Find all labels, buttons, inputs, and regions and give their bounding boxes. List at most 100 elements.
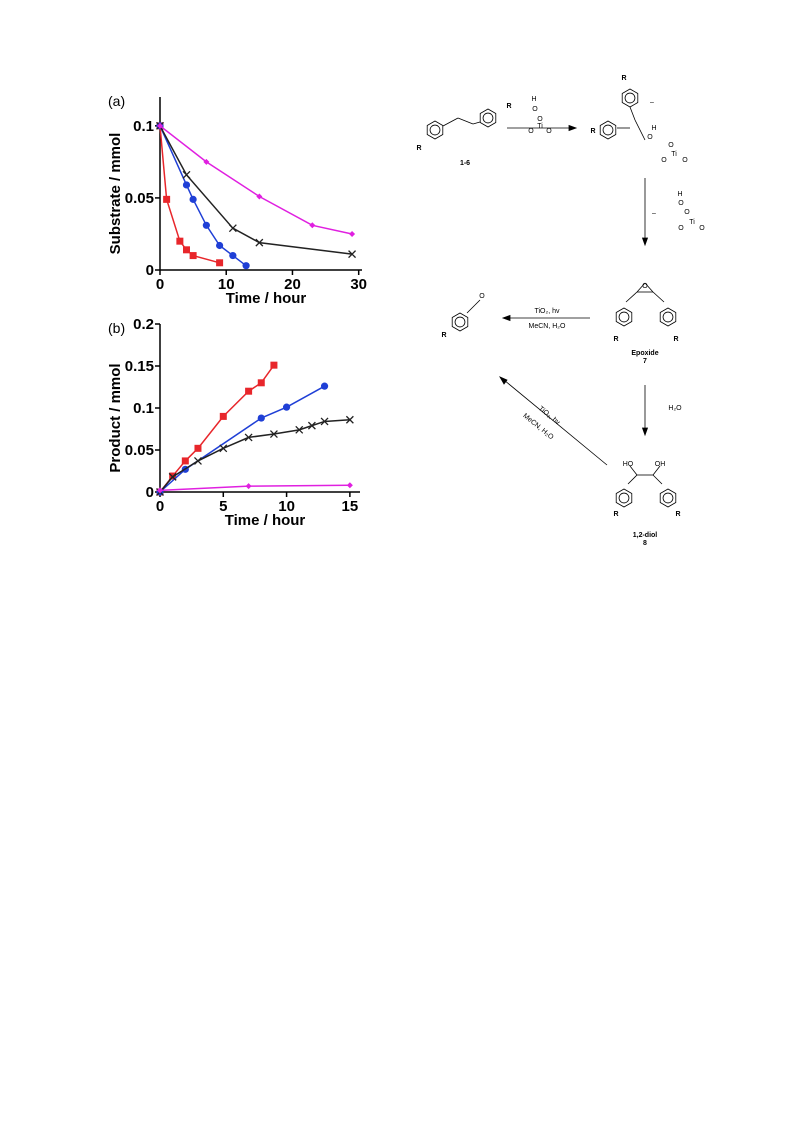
- scheme-text: Ti: [537, 123, 543, 130]
- marker: [176, 237, 184, 245]
- scheme-text: 8: [643, 540, 647, 547]
- scheme-text: O: [537, 116, 543, 123]
- marker: [219, 412, 227, 420]
- x-tick-label: 15: [342, 498, 359, 515]
- marker: [202, 221, 210, 229]
- scheme-text: O: [661, 157, 667, 164]
- scheme-text: –: [652, 210, 656, 217]
- scheme-text: R: [673, 336, 678, 343]
- marker: [257, 379, 265, 387]
- arrowhead: [499, 376, 508, 385]
- marker: [244, 433, 253, 442]
- y-tick-label: 0.2: [133, 316, 154, 333]
- marker: [345, 415, 354, 424]
- series-line: [159, 484, 350, 492]
- bond: [627, 474, 638, 485]
- marker: [295, 425, 304, 434]
- marker: [216, 259, 224, 267]
- scheme-text: O: [668, 142, 674, 149]
- arrowhead: [501, 314, 511, 322]
- series-line: [159, 125, 220, 264]
- scheme-text: –: [650, 99, 654, 106]
- scheme-text: TiO₂, hv: [534, 308, 560, 315]
- marker: [270, 361, 278, 369]
- bond: [652, 291, 665, 303]
- bond: [457, 117, 474, 125]
- x-tick-label: 10: [218, 276, 235, 293]
- bond: [474, 299, 481, 306]
- benzene-ring: [426, 120, 444, 140]
- bond: [652, 474, 663, 485]
- benzene-ring: [479, 108, 497, 128]
- marker: [346, 482, 353, 489]
- scheme-text: OH: [655, 461, 666, 468]
- marker: [157, 487, 163, 494]
- panel-label: (a): [108, 93, 125, 109]
- y-tick-label: 0.05: [125, 190, 154, 207]
- aromatic-circle: [624, 92, 636, 104]
- marker: [256, 193, 263, 200]
- bond: [466, 304, 476, 314]
- scheme-text: R: [613, 336, 618, 343]
- marker: [163, 195, 171, 203]
- scheme-text: R: [441, 332, 446, 339]
- marker: [194, 456, 202, 465]
- scheme-text: Ti: [671, 151, 677, 158]
- benzene-ring: [659, 307, 677, 327]
- x-tick-label: 10: [278, 498, 295, 515]
- y-tick-label: 0.15: [125, 358, 154, 375]
- y-tick-label: 0: [146, 484, 154, 501]
- marker: [189, 195, 197, 203]
- marker: [245, 387, 253, 395]
- marker: [282, 403, 291, 411]
- bond: [652, 465, 661, 476]
- marker: [309, 222, 316, 229]
- y-tick-label: 0.1: [133, 400, 154, 417]
- marker: [320, 382, 329, 390]
- scheme-text: H: [531, 96, 536, 103]
- series-line: [159, 125, 353, 235]
- benzene-ring: [659, 488, 677, 508]
- series-line: [159, 364, 275, 493]
- x-tick-label: 0: [156, 498, 164, 515]
- aromatic-circle: [662, 311, 674, 323]
- marker: [189, 252, 197, 260]
- scheme-text: R: [506, 103, 511, 110]
- charts: 0 0.05 0.1 0 10 20 30 Time / hour Substrate / mm…: [107, 93, 367, 529]
- marker: [242, 262, 250, 270]
- y-tick-label: 0.1: [133, 118, 154, 135]
- benzene-ring: [599, 120, 617, 140]
- series-line: [159, 125, 247, 267]
- scheme-text: H: [677, 191, 682, 198]
- marker: [194, 444, 202, 452]
- x-tick-label: 20: [284, 276, 301, 293]
- scheme-text: O: [647, 134, 653, 141]
- marker: [349, 230, 356, 237]
- marker: [307, 421, 316, 430]
- marker: [181, 457, 189, 465]
- marker: [182, 246, 190, 254]
- scheme-text: Ti: [689, 219, 695, 226]
- aromatic-circle: [602, 124, 614, 136]
- scheme-text: O: [682, 157, 688, 164]
- marker: [255, 238, 264, 247]
- marker: [182, 181, 191, 189]
- scheme-text: MeCN, H₂O: [529, 323, 566, 330]
- bond: [472, 121, 481, 125]
- marker: [320, 417, 329, 426]
- scheme-text: Epoxide: [631, 350, 658, 357]
- scheme-text: O: [678, 200, 684, 207]
- marker: [229, 251, 237, 260]
- bond: [442, 117, 459, 127]
- bond: [644, 282, 654, 293]
- scheme-text: R: [613, 511, 618, 518]
- benzene-ring: [451, 312, 469, 332]
- benzene-ring: [615, 488, 633, 508]
- x-axis-label: Time / hour: [226, 290, 307, 307]
- y-tick-label: 0: [146, 262, 154, 279]
- marker: [245, 483, 252, 490]
- marker: [216, 241, 224, 250]
- arrowhead: [641, 237, 649, 247]
- marker: [269, 430, 278, 438]
